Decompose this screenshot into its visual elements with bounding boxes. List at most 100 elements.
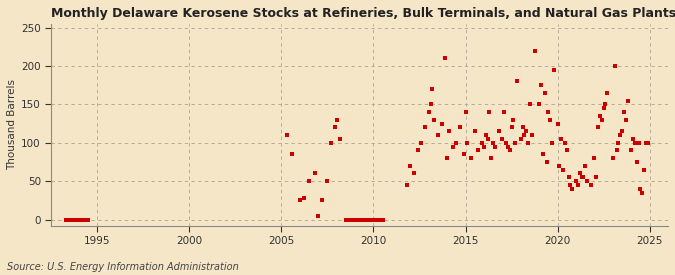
Point xyxy=(580,164,591,168)
Point xyxy=(423,110,434,114)
Point xyxy=(348,217,358,222)
Point xyxy=(558,167,568,172)
Point xyxy=(574,171,585,176)
Point xyxy=(611,148,622,153)
Point xyxy=(83,217,94,222)
Point xyxy=(582,179,593,183)
Point xyxy=(516,137,526,141)
Point xyxy=(309,171,320,176)
Point xyxy=(560,141,570,145)
Point xyxy=(626,148,637,153)
Point xyxy=(506,125,517,130)
Text: Source: U.S. Energy Information Administration: Source: U.S. Energy Information Administ… xyxy=(7,262,238,272)
Point xyxy=(567,187,578,191)
Point xyxy=(539,91,550,95)
Point xyxy=(641,141,651,145)
Point xyxy=(554,164,565,168)
Point xyxy=(416,141,427,145)
Point xyxy=(633,141,644,145)
Point xyxy=(412,148,423,153)
Point xyxy=(593,125,603,130)
Point xyxy=(595,114,605,118)
Point xyxy=(486,156,497,160)
Point xyxy=(508,118,519,122)
Point xyxy=(298,196,309,200)
Point xyxy=(72,217,82,222)
Point xyxy=(433,133,443,137)
Point xyxy=(488,141,499,145)
Point xyxy=(460,110,471,114)
Point xyxy=(578,175,589,180)
Point xyxy=(370,217,381,222)
Point xyxy=(340,217,351,222)
Point xyxy=(617,129,628,133)
Point xyxy=(329,125,340,130)
Point xyxy=(373,217,384,222)
Point xyxy=(454,125,465,130)
Text: Monthly Delaware Kerosene Stocks at Refineries, Bulk Terminals, and Natural Gas : Monthly Delaware Kerosene Stocks at Refi… xyxy=(51,7,675,20)
Point xyxy=(519,133,530,137)
Point xyxy=(79,217,90,222)
Point xyxy=(597,118,608,122)
Point xyxy=(608,156,618,160)
Point xyxy=(549,68,560,72)
Point xyxy=(530,49,541,53)
Point xyxy=(469,129,480,133)
Point xyxy=(331,118,342,122)
Point xyxy=(481,133,491,137)
Point xyxy=(362,217,373,222)
Point xyxy=(441,156,452,160)
Point xyxy=(344,217,355,222)
Point xyxy=(355,217,366,222)
Point xyxy=(576,175,587,180)
Point xyxy=(408,171,419,176)
Point xyxy=(458,152,469,156)
Point xyxy=(537,152,548,156)
Point xyxy=(547,141,558,145)
Point xyxy=(448,144,458,149)
Point xyxy=(637,191,648,195)
Point xyxy=(367,217,377,222)
Point xyxy=(484,110,495,114)
Point xyxy=(287,152,298,156)
Point xyxy=(281,133,292,137)
Point xyxy=(294,198,305,202)
Point xyxy=(479,144,489,149)
Point xyxy=(562,148,572,153)
Point xyxy=(443,129,454,133)
Point xyxy=(631,160,642,164)
Point xyxy=(510,141,520,145)
Point xyxy=(630,141,641,145)
Point xyxy=(493,129,504,133)
Point xyxy=(639,167,649,172)
Point xyxy=(598,106,609,111)
Point xyxy=(620,118,631,122)
Point xyxy=(420,125,431,130)
Point xyxy=(427,87,438,91)
Point xyxy=(602,91,613,95)
Point xyxy=(635,187,646,191)
Point xyxy=(534,102,545,107)
Point xyxy=(326,141,337,145)
Point xyxy=(352,217,362,222)
Point xyxy=(572,183,583,187)
Point xyxy=(543,110,554,114)
Point xyxy=(591,175,601,180)
Point xyxy=(451,141,462,145)
Point xyxy=(552,122,563,126)
Point xyxy=(473,148,484,153)
Point xyxy=(489,144,500,149)
Point xyxy=(76,217,86,222)
Point xyxy=(610,64,620,68)
Point xyxy=(570,179,581,183)
Point xyxy=(622,98,633,103)
Point xyxy=(526,133,537,137)
Point xyxy=(541,160,552,164)
Point xyxy=(440,56,451,60)
Point xyxy=(436,122,447,126)
Point xyxy=(335,137,346,141)
Point xyxy=(462,141,472,145)
Point xyxy=(64,217,75,222)
Point xyxy=(466,156,477,160)
Point xyxy=(499,110,510,114)
